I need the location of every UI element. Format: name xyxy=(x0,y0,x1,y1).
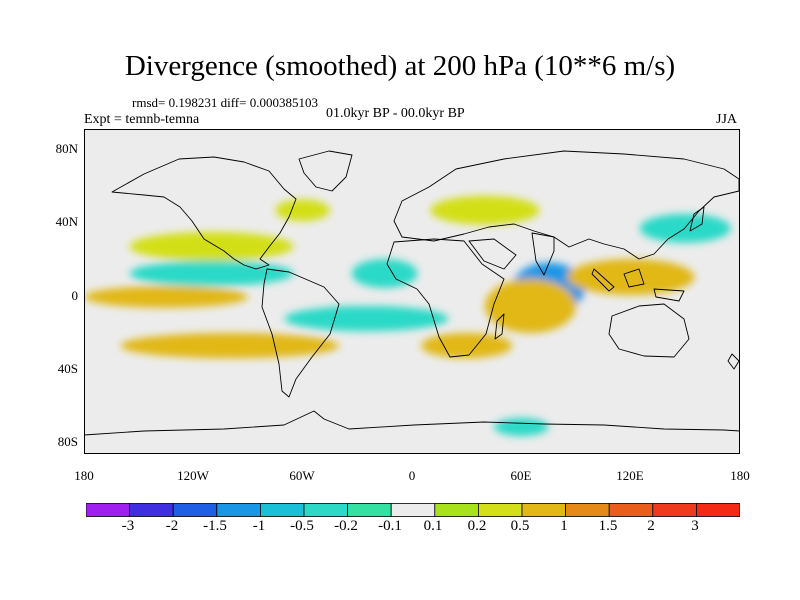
anomaly-region xyxy=(351,259,418,288)
coastlines xyxy=(84,150,740,436)
colorbar-swatch xyxy=(86,503,130,517)
colorbar xyxy=(86,503,740,517)
colorbar-swatch xyxy=(696,503,740,517)
map-title: Divergence (smoothed) at 200 hPa (10**6 … xyxy=(124,50,676,82)
coastline-india xyxy=(531,232,555,276)
anomaly-field xyxy=(84,195,731,436)
x-tick-label: 60E xyxy=(510,468,532,483)
experiment-label: Expt = temnb-temna xyxy=(84,112,200,127)
colorbar-label: -3 xyxy=(121,518,135,534)
colorbar-label: 0.1 xyxy=(423,518,443,534)
anomaly-region xyxy=(566,259,695,296)
colorbar-label: 3 xyxy=(691,518,699,534)
coastline-new-guinea xyxy=(653,288,685,302)
anomaly-region xyxy=(84,286,248,308)
x-tick-label: 180 xyxy=(730,468,750,483)
colorbar-label: -1 xyxy=(252,518,266,534)
anomaly-region xyxy=(430,195,540,225)
map-frame xyxy=(84,129,740,454)
x-tick-label: 120E xyxy=(616,468,644,483)
anomaly-region xyxy=(284,305,449,332)
colorbar-swatch xyxy=(129,503,174,517)
coastline-australia xyxy=(608,303,690,358)
coastline-arabia xyxy=(468,238,517,270)
colorbar-label: 0.2 xyxy=(467,518,487,534)
colorbar-swatch xyxy=(216,503,261,517)
coastline-borneo xyxy=(623,268,645,288)
anomaly-region xyxy=(421,333,513,359)
y-tick-label: 0 xyxy=(71,288,79,303)
colorbar-swatch xyxy=(565,503,610,517)
x-tick-label: 180 xyxy=(74,468,94,483)
anomaly-region xyxy=(275,199,330,222)
anomaly-region xyxy=(639,213,731,243)
colorbar-label: 1.5 xyxy=(598,518,618,534)
colorbar-label: -2 xyxy=(165,518,179,534)
colorbar-label: -1.5 xyxy=(203,518,227,534)
y-tick-label: 40S xyxy=(57,361,78,376)
y-tick-label: 80S xyxy=(57,434,78,449)
period-label: 01.0kyr BP - 00.0kyr BP xyxy=(326,106,465,121)
colorbar-swatch xyxy=(608,503,654,517)
stats-line: rmsd= 0.198231 diff= 0.000385103 xyxy=(132,95,318,110)
colorbar-swatch xyxy=(434,503,479,517)
colorbar-label: -0.2 xyxy=(334,518,358,534)
y-tick-label: 80N xyxy=(55,141,78,156)
coastline-greenland xyxy=(298,150,353,192)
coastline-japan xyxy=(689,206,705,232)
colorbar-swatch xyxy=(303,503,348,517)
coastline-antarctica xyxy=(84,410,740,436)
colorbar-label: 1 xyxy=(560,518,568,534)
coastline-madagascar xyxy=(494,313,505,340)
colorbar-label: 2 xyxy=(647,518,655,534)
colorbar-label: -0.1 xyxy=(378,518,402,534)
colorbar-swatch xyxy=(477,503,523,517)
coastline-africa xyxy=(386,238,505,358)
y-tick-label: 40N xyxy=(55,214,78,229)
colorbar-label: 0.5 xyxy=(510,518,530,534)
x-tick-label: 60W xyxy=(289,468,315,483)
coastline-sumatra xyxy=(591,268,615,292)
anomaly-region xyxy=(129,231,294,261)
coastline-south-america xyxy=(261,268,340,398)
coastline-eurasia xyxy=(393,150,740,260)
anomaly-region xyxy=(129,260,294,287)
colorbar-swatch xyxy=(259,503,305,517)
colorbar-swatch xyxy=(172,503,218,517)
colorbar-swatch xyxy=(521,503,566,517)
colorbar-swatch xyxy=(347,503,392,517)
coastline-new-zealand xyxy=(727,353,740,370)
season-label: JJA xyxy=(716,112,738,127)
anomaly-region xyxy=(484,278,576,334)
x-tick-label: 0 xyxy=(408,468,416,483)
divergence-map xyxy=(84,129,740,454)
coastline-north-america xyxy=(111,156,297,270)
x-tick-label: 120W xyxy=(177,468,209,483)
colorbar-swatch xyxy=(652,503,697,517)
anomaly-region xyxy=(494,417,549,436)
colorbar-label: -0.5 xyxy=(290,518,314,534)
anomaly-region xyxy=(120,333,340,359)
colorbar-swatch xyxy=(390,503,436,517)
